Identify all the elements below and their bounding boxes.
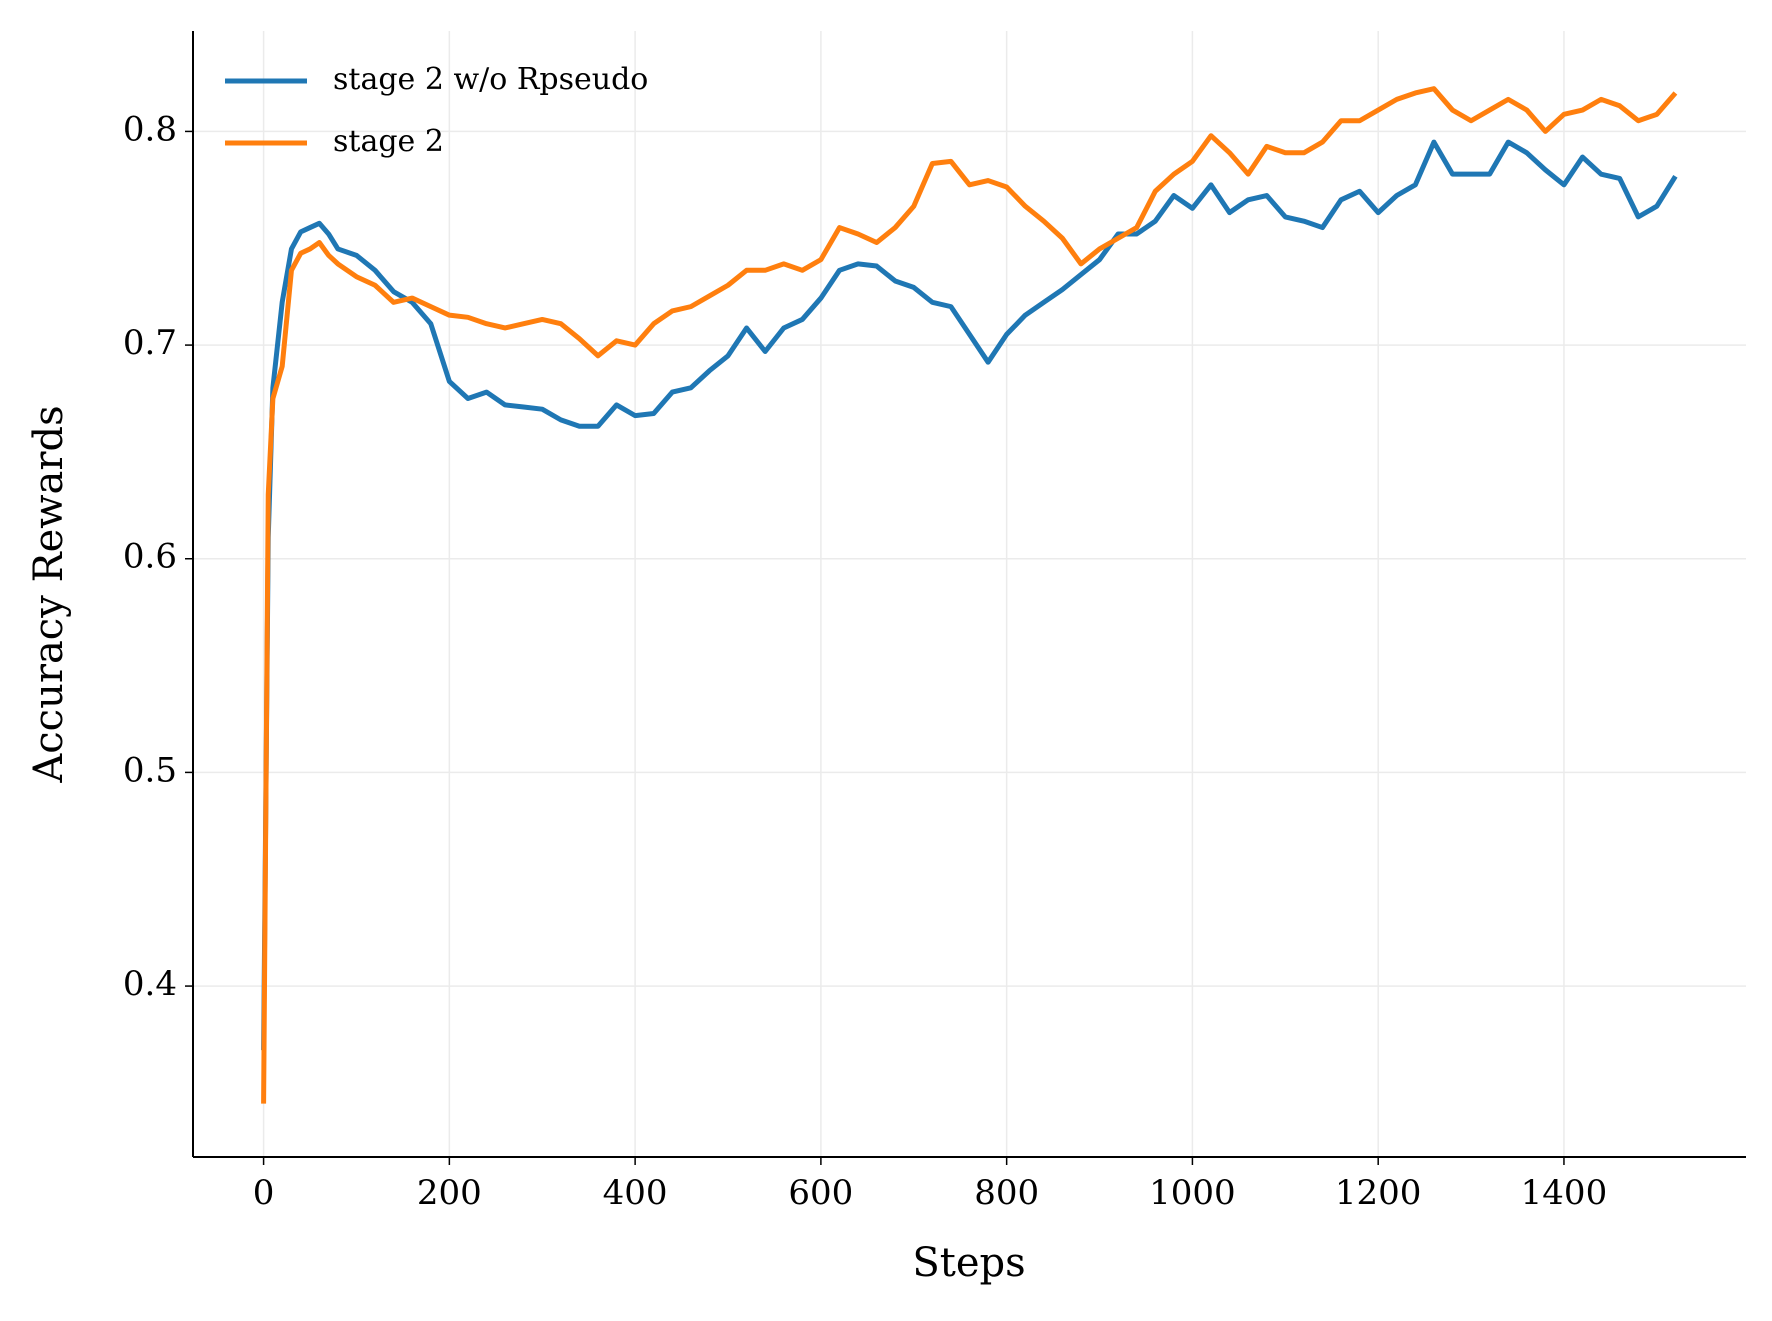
x-tick-label: 400 [603,1173,668,1213]
x-tick-label: 800 [974,1173,1039,1213]
legend-label: stage 2 w/o Rpseudo [333,62,648,97]
legend-label: stage 2 [333,124,444,159]
x-tick-label: 600 [788,1173,853,1213]
x-tick-label: 1200 [1335,1173,1422,1213]
x-axis-label: Steps [912,1240,1025,1286]
y-tick-label: 0.4 [123,964,177,1004]
y-tick-label: 0.7 [123,323,177,363]
y-axis-label: Accuracy Rewards [26,405,72,783]
series-line [261,139,1678,1051]
x-tick-label: 1400 [1521,1173,1608,1213]
x-tick-label: 0 [253,1173,275,1213]
y-tick-label: 0.5 [123,750,177,790]
x-tick-label: 200 [417,1173,482,1213]
y-tick-label: 0.6 [123,537,177,577]
y-tick-label: 0.8 [123,109,177,149]
x-tick-label: 1000 [1149,1173,1236,1213]
series-line [261,86,1678,1104]
